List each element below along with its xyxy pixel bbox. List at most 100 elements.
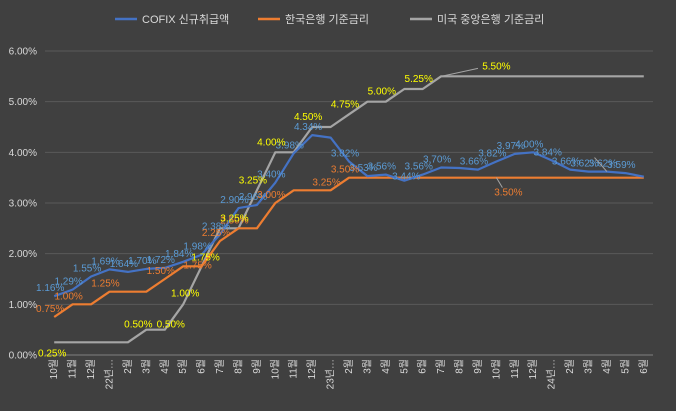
data-label: 1.00%	[171, 288, 199, 299]
x-tick-label: 4월	[601, 359, 613, 374]
x-tick-label: 5월	[619, 359, 631, 374]
data-label: 3.82%	[478, 148, 506, 159]
data-label: 1.25%	[91, 279, 119, 290]
series-line	[53, 176, 644, 318]
data-label: 3.59%	[607, 160, 635, 171]
x-tick-label: 4월	[380, 359, 392, 374]
data-label: 2.50%	[220, 215, 248, 226]
x-tick-label: 3월	[361, 359, 373, 374]
x-tick-label: 2월	[343, 359, 355, 374]
x-tick-label: 24년…	[546, 359, 558, 389]
x-tick-label: 2월	[122, 359, 134, 374]
data-label: 1.16%	[36, 283, 64, 294]
x-tick-label: 10월	[490, 359, 502, 379]
data-label: 3.25%	[239, 175, 267, 186]
data-label: 1.70%	[128, 256, 156, 267]
x-tick-label: 6월	[417, 359, 429, 374]
data-label: 4.50%	[294, 112, 322, 123]
data-label: 3.97%	[497, 141, 525, 152]
data-label: 4.34%	[294, 122, 322, 133]
data-label: 1.64%	[110, 259, 138, 270]
data-label: 0.25%	[38, 348, 66, 359]
x-tick-label: 7월	[435, 359, 447, 374]
data-label: 3.66%	[552, 157, 580, 168]
data-label: 3.62%	[570, 159, 598, 170]
y-tick-label: 1.00%	[9, 300, 37, 311]
data-label: 4.00%	[515, 139, 543, 150]
data-label: 1.29%	[54, 277, 82, 288]
data-label: 3.82%	[331, 148, 359, 159]
data-label: 1.55%	[73, 263, 101, 274]
series-line	[54, 75, 644, 344]
data-label: 3.62%	[589, 159, 617, 170]
x-tick-label: 11월	[288, 359, 300, 379]
data-label: 4.75%	[331, 99, 359, 110]
y-tick-label: 0.00%	[9, 351, 37, 362]
label-leader	[441, 67, 479, 77]
data-label: 3.50%	[331, 165, 359, 176]
x-tick-label: 11월	[509, 359, 521, 379]
x-tick-label: 2월	[564, 359, 576, 374]
data-label: 1.72%	[147, 255, 175, 266]
data-label: 3.00%	[257, 190, 285, 201]
x-tick-label: 10월	[269, 359, 281, 379]
data-label: 5.00%	[368, 87, 396, 98]
data-label: 1.69%	[91, 256, 119, 267]
data-label: 3.25%	[312, 177, 340, 188]
label-leader	[594, 157, 608, 172]
x-tick-label: 8월	[232, 359, 244, 374]
y-tick-label: 5.00%	[9, 97, 37, 108]
x-tick-label: 11월	[67, 359, 79, 379]
data-label: 1.00%	[54, 291, 82, 302]
data-label: 5.25%	[405, 74, 433, 85]
x-tick-label: 5월	[398, 359, 410, 374]
x-tick-label: 12월	[527, 359, 539, 379]
data-label: 3.84%	[533, 147, 561, 158]
data-label: 0.75%	[36, 304, 64, 315]
x-tick-label: 22년…	[103, 359, 115, 389]
series-line	[53, 134, 645, 298]
data-label: 2.25%	[202, 228, 230, 239]
data-label: 1.75%	[183, 260, 211, 271]
data-label: 0.50%	[124, 320, 152, 331]
data-label: 1.50%	[147, 266, 175, 277]
data-label: 3.56%	[405, 162, 433, 173]
x-tick-label: 12월	[306, 359, 318, 379]
x-tick-label: 6월	[638, 359, 650, 374]
data-label: 3.40%	[257, 170, 285, 181]
data-label: 3.56%	[368, 162, 396, 173]
data-label: 2.38%	[202, 221, 230, 232]
x-tick-label: 12월	[85, 359, 97, 379]
data-label: 0.50%	[157, 320, 185, 331]
y-tick-label: 4.00%	[9, 148, 37, 159]
x-tick-label: 6월	[196, 359, 208, 374]
legend-label: 한국은행 기준금리	[285, 13, 369, 26]
data-label: 1.84%	[165, 249, 193, 260]
x-tick-label: 10월	[48, 359, 60, 379]
data-label: 3.98%	[276, 140, 304, 151]
y-tick-label: 3.00%	[9, 199, 37, 210]
legend-label: 미국 중앙은행 기준금리	[437, 13, 544, 26]
x-tick-label: 23년…	[325, 359, 337, 389]
x-tick-label: 7월	[214, 359, 226, 374]
data-label: 2.96%	[239, 192, 267, 203]
data-label: 3.50%	[494, 188, 522, 199]
x-tick-label: 5월	[177, 359, 189, 374]
legend-label: COFIX 신규취급액	[142, 13, 229, 26]
y-tick-label: 2.00%	[9, 249, 37, 260]
data-label: 3.44%	[392, 172, 420, 183]
data-label: 3.53%	[349, 163, 377, 174]
data-label: 2.90%	[220, 195, 248, 206]
x-tick-label: 9월	[472, 359, 484, 374]
data-label: 4.00%	[257, 137, 285, 148]
x-tick-label: 8월	[454, 359, 466, 374]
x-tick-label: 3월	[583, 359, 595, 374]
data-label: 5.50%	[482, 61, 510, 72]
data-label: 3.66%	[460, 157, 488, 168]
data-label: 1.75%	[191, 252, 219, 263]
y-tick-label: 6.00%	[9, 47, 37, 58]
data-label: 3.25%	[220, 213, 248, 224]
x-tick-label: 3월	[140, 359, 152, 374]
